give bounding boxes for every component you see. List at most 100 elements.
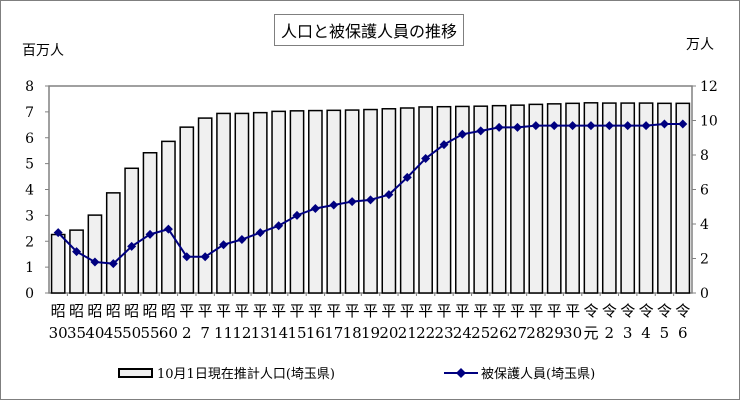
diamond-marker-icon <box>347 197 357 207</box>
population-bar <box>216 112 231 294</box>
x-label-era: 平 <box>179 302 194 320</box>
diamond-marker-icon <box>163 224 173 234</box>
diamond-marker-icon <box>531 121 541 131</box>
x-label-year: 20 <box>379 324 398 342</box>
diamond-marker-icon <box>72 247 82 257</box>
right-tick-label: 10 <box>700 114 718 130</box>
x-label-year: 50 <box>122 324 141 342</box>
population-bar <box>638 102 654 294</box>
legend-item-population: 10月1日現在推計人口(埼玉県) <box>118 363 335 382</box>
x-label-year: 14 <box>269 324 288 342</box>
diamond-marker-icon <box>90 257 100 267</box>
x-label-year: 17 <box>324 324 343 342</box>
legend-label-population: 10月1日現在推計人口(埼玉県) <box>157 367 335 382</box>
population-bar <box>657 102 672 294</box>
diamond-marker-icon <box>457 129 467 139</box>
x-label-era: 平 <box>271 302 286 320</box>
x-label-era: 昭 <box>87 302 102 320</box>
x-label-era: 平 <box>345 302 360 320</box>
population-bar <box>142 152 158 294</box>
diamond-marker-icon <box>292 210 302 220</box>
diamond-marker-icon <box>219 240 229 250</box>
population-bar <box>381 108 397 294</box>
population-bar <box>289 110 305 294</box>
diamond-marker-icon <box>568 121 578 131</box>
x-label-era: 平 <box>234 302 249 320</box>
x-label-year: 12 <box>232 324 251 342</box>
x-label-year: 28 <box>526 324 545 342</box>
left-tick-label: 8 <box>25 79 34 95</box>
population-bar <box>418 106 433 294</box>
x-label-year: 55 <box>140 324 159 342</box>
x-label-year: 2 <box>605 324 615 342</box>
diamond-marker-icon <box>53 228 63 238</box>
x-label-year: 35 <box>67 324 86 342</box>
x-label-era: 平 <box>326 302 341 320</box>
diamond-marker-icon <box>476 126 486 136</box>
right-tick-label: 2 <box>700 252 709 268</box>
x-label-era: 令 <box>602 302 617 320</box>
line-marker-swatch-icon <box>444 367 478 378</box>
x-label-year: 15 <box>287 324 306 342</box>
population-bar <box>565 102 580 294</box>
chart-title: 人口と被保護人員の推移 <box>274 14 465 46</box>
x-label-era: 昭 <box>124 302 139 320</box>
left-tick-label: 0 <box>25 286 34 302</box>
diamond-marker-icon <box>255 228 265 238</box>
diamond-marker-icon <box>182 252 192 262</box>
diamond-marker-icon <box>274 221 284 231</box>
x-label-year: 6 <box>678 324 688 342</box>
x-label-era: 令 <box>639 302 654 320</box>
x-label-era: 平 <box>455 302 470 320</box>
diamond-marker-icon <box>659 119 669 129</box>
left-tick-label: 1 <box>25 260 34 276</box>
right-tick-label: 12 <box>700 79 718 95</box>
x-label-era: 平 <box>198 302 213 320</box>
x-label-era: 平 <box>528 302 543 320</box>
population-bar <box>50 233 66 294</box>
x-label-year: 60 <box>159 324 178 342</box>
x-label-year: 30 <box>563 324 582 342</box>
population-bar <box>528 103 544 294</box>
x-label-era: 平 <box>381 302 396 320</box>
diamond-marker-icon <box>384 190 394 200</box>
population-bar <box>87 214 103 294</box>
left-tick-label: 5 <box>25 157 34 173</box>
x-label-year: 26 <box>490 324 509 342</box>
right-tick-label: 4 <box>700 217 709 233</box>
x-label-year: 23 <box>434 324 453 342</box>
diamond-marker-icon <box>237 235 247 245</box>
x-label-era: 令 <box>620 302 635 320</box>
population-bar <box>399 107 415 294</box>
right-tick-label: 6 <box>700 183 709 199</box>
bar-swatch-icon <box>118 367 153 378</box>
left-axis-unit: 百万人 <box>22 43 64 59</box>
population-bar <box>308 109 323 294</box>
population-bar <box>510 104 525 294</box>
x-label-era: 平 <box>492 302 507 320</box>
diamond-marker-icon <box>366 195 375 205</box>
x-label-year: 24 <box>453 324 472 342</box>
population-bar <box>436 105 452 294</box>
x-label-year: 13 <box>251 324 270 342</box>
x-label-era: 平 <box>216 302 231 320</box>
legend-item-welfare: 被保護人員(埼玉県) <box>444 363 595 382</box>
population-bar <box>252 111 268 294</box>
x-label-era: 令 <box>675 302 690 320</box>
diamond-marker-icon <box>586 121 596 131</box>
x-label-era: 令 <box>583 302 598 320</box>
x-label-era: 平 <box>400 302 415 320</box>
x-label-era: 昭 <box>143 302 158 320</box>
population-bar <box>601 102 617 294</box>
x-label-year: 21 <box>398 324 417 342</box>
population-bar <box>454 105 470 294</box>
population-bar <box>69 229 84 294</box>
population-bar <box>234 112 250 294</box>
x-label-year: 29 <box>545 324 564 342</box>
x-label-era: 平 <box>418 302 433 320</box>
x-label-year: 3 <box>623 324 633 342</box>
left-tick-label: 6 <box>25 131 34 147</box>
diamond-marker-icon <box>108 259 118 269</box>
population-bar <box>620 102 636 294</box>
